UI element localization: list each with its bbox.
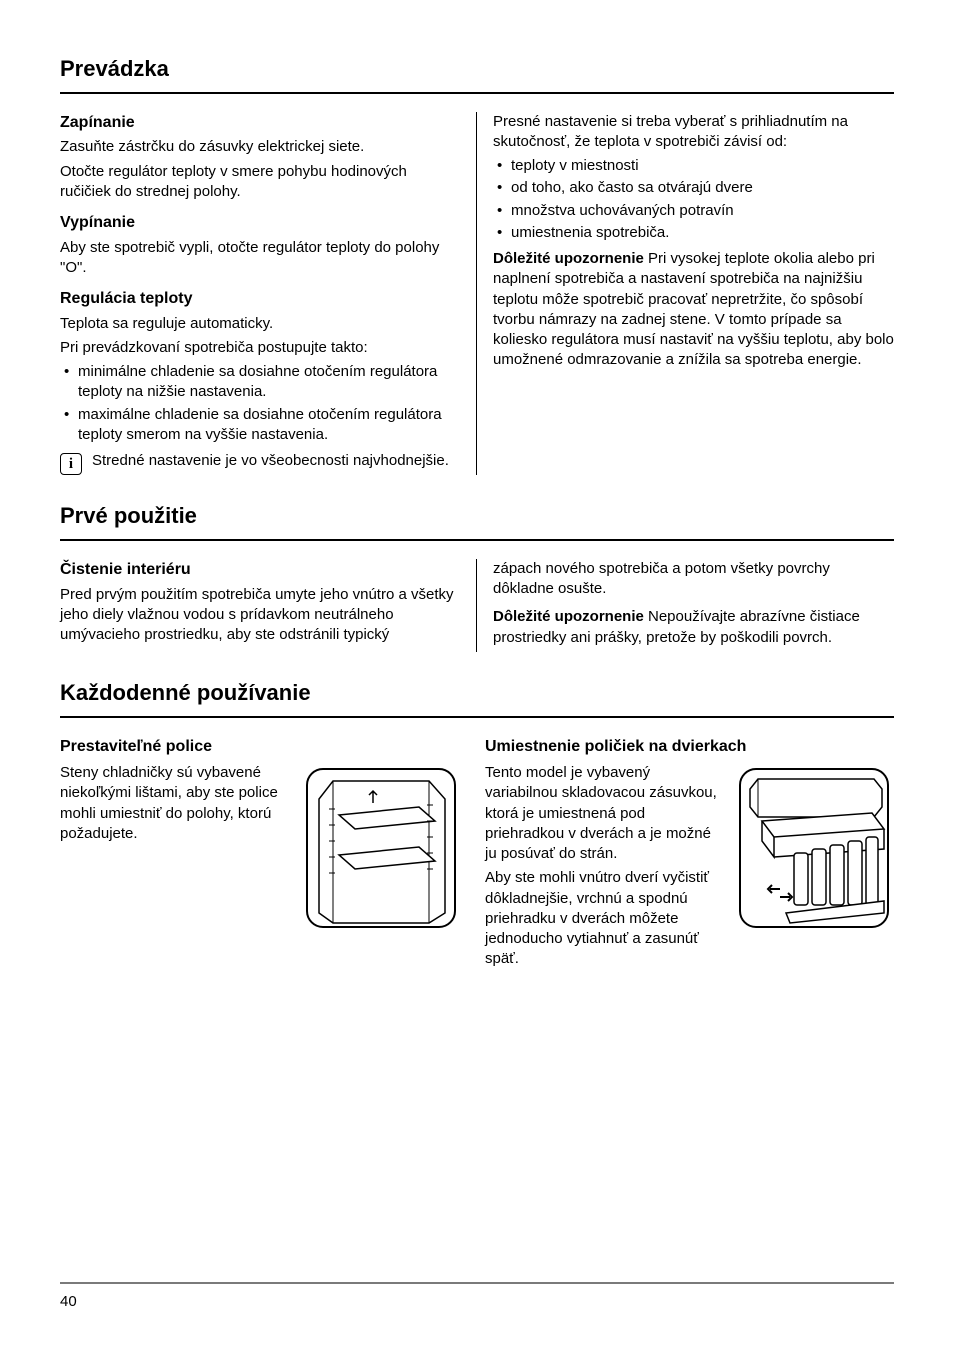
paragraph: Presné nastavenie si treba vyberať s pri… bbox=[493, 112, 894, 153]
heading-regulacia: Regulácia teploty bbox=[60, 288, 460, 310]
heading-zapinanie: Zapínanie bbox=[60, 112, 460, 134]
heading-dvierka: Umiestnenie poličiek na dvierkach bbox=[485, 736, 894, 758]
illustration-text: Steny chladničky sú vybavené niekoľkými … bbox=[60, 763, 287, 844]
footer-divider bbox=[60, 1282, 894, 1284]
info-icon: i bbox=[60, 453, 82, 475]
column-left: Zapínanie Zasuňte zástrčku do zásuvky el… bbox=[60, 112, 477, 476]
paragraph: Aby ste mohli vnútro dverí vyčistiť dôkl… bbox=[485, 868, 720, 969]
page-number: 40 bbox=[60, 1292, 77, 1312]
page-title: Prevádzka bbox=[60, 54, 894, 84]
list-item: množstva uchovávaných potravín bbox=[493, 201, 894, 221]
illustration-row: Tento model je vybavený variabilnou skla… bbox=[485, 763, 894, 974]
paragraph: Pred prvým použitím spotrebiča umyte jeh… bbox=[60, 585, 460, 646]
bullet-list: teploty v miestnosti od toho, ako často … bbox=[493, 156, 894, 243]
paragraph: Otočte regulátor teploty v smere pohybu … bbox=[60, 162, 460, 203]
column-right: Presné nastavenie si treba vyberať s pri… bbox=[477, 112, 894, 476]
info-callout: i Stredné nastavenie je vo všeobecnosti … bbox=[60, 451, 460, 475]
heading-police: Prestaviteľné police bbox=[60, 736, 461, 758]
warning-paragraph: Dôležité upozornenie Pri vysokej teplote… bbox=[493, 249, 894, 371]
shelf-illustration bbox=[301, 763, 461, 933]
illustration-text-block: Tento model je vybavený variabilnou skla… bbox=[485, 763, 720, 974]
list-item: od toho, ako často sa otvárajú dvere bbox=[493, 178, 894, 198]
paragraph: Aby ste spotrebič vypli, otočte reguláto… bbox=[60, 238, 460, 279]
paragraph: zápach nového spotrebiča a potom všetky … bbox=[493, 559, 894, 600]
list-item: maximálne chladenie sa dosiahne otočením… bbox=[60, 405, 460, 446]
info-text: Stredné nastavenie je vo všeobecnosti na… bbox=[92, 451, 449, 471]
paragraph: Pri prevádzkovaní spotrebiča postupujte … bbox=[60, 338, 460, 358]
warning-text: Pri vysokej teplote okolia alebo pri nap… bbox=[493, 250, 894, 368]
section-title-prve: Prvé použitie bbox=[60, 501, 894, 531]
door-shelf-illustration bbox=[734, 763, 894, 933]
paragraph: Zasuňte zástrčku do zásuvky elektrickej … bbox=[60, 137, 460, 157]
illustration-row: Steny chladničky sú vybavené niekoľkými … bbox=[60, 763, 461, 933]
column-left: Čistenie interiéru Pred prvým použitím s… bbox=[60, 559, 477, 652]
heading-vypinanie: Vypínanie bbox=[60, 212, 460, 234]
divider bbox=[60, 716, 894, 718]
column-right: zápach nového spotrebiča a potom všetky … bbox=[477, 559, 894, 652]
bullet-list: minimálne chladenie sa dosiahne otočením… bbox=[60, 362, 460, 445]
paragraph: Tento model je vybavený variabilnou skla… bbox=[485, 763, 720, 864]
section-prve-pouzitie: Čistenie interiéru Pred prvým použitím s… bbox=[60, 559, 894, 652]
section-kazdodenne: Prestaviteľné police Steny chladničky sú… bbox=[60, 736, 894, 974]
section-title-kazdodenne: Každodenné používanie bbox=[60, 678, 894, 708]
column-left: Prestaviteľné police Steny chladničky sú… bbox=[60, 736, 477, 974]
divider bbox=[60, 92, 894, 94]
column-right: Umiestnenie poličiek na dvierkach Tento … bbox=[477, 736, 894, 974]
section-prevadzka: Zapínanie Zasuňte zástrčku do zásuvky el… bbox=[60, 112, 894, 476]
paragraph: Teplota sa reguluje automaticky. bbox=[60, 314, 460, 334]
list-item: umiestnenia spotrebiča. bbox=[493, 223, 894, 243]
list-item: minimálne chladenie sa dosiahne otočením… bbox=[60, 362, 460, 403]
warning-label: Dôležité upozornenie bbox=[493, 250, 644, 267]
divider bbox=[60, 539, 894, 541]
list-item: teploty v miestnosti bbox=[493, 156, 894, 176]
warning-label: Dôležité upozornenie bbox=[493, 608, 644, 625]
heading-cistenie: Čistenie interiéru bbox=[60, 559, 460, 581]
warning-paragraph: Dôležité upozornenie Nepoužívajte abrazí… bbox=[493, 607, 894, 648]
